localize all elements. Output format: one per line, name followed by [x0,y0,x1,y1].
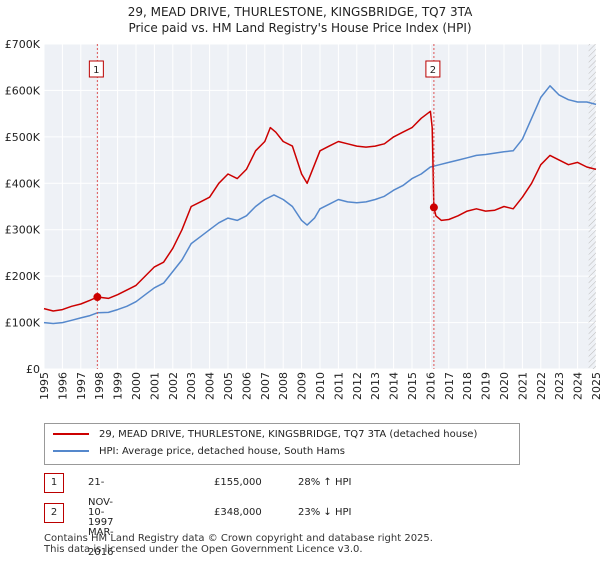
x-axis-labels: 1995 1996 1997 1998 1999 2000 2001 2002 2003 2004… [38,372,600,400]
sale-price-2: £348,000 [214,507,262,518]
footer: Contains HM Land Registry data © Crown c… [44,533,433,555]
x-tick-label: 2006 [240,372,253,400]
projection-hatch [588,44,596,369]
y-tick-label: £400K [5,177,41,190]
x-tick-label: 2011 [332,372,345,400]
x-tick-label: 2002 [167,372,180,400]
y-tick-label: £700K [5,38,41,51]
sale-hpi-1: 28% ↑ HPI [298,477,352,488]
x-tick-label: 2024 [572,372,585,400]
x-tick-label: 2017 [443,372,456,400]
x-tick-label: 2018 [461,372,474,400]
x-tick-label: 2021 [516,372,529,400]
x-tick-label: 2001 [148,372,161,400]
x-tick-label: 2022 [535,372,548,400]
legend-swatch-hpi [53,450,89,452]
x-tick-label: 2016 [424,372,437,400]
series-lines [43,85,597,325]
x-tick-label: 2005 [222,372,235,400]
hatch-rect [588,44,596,369]
y-tick-label: £600K [5,84,41,97]
chart: £0 £100K £200K £300K £400K £500K £600K £700K 19… [5,38,600,400]
legend-label-hpi: HPI: Average price, detached house, Sout… [99,446,345,457]
x-tick-label: 2010 [314,372,327,400]
sale-badge-1: 1 [44,473,64,493]
legend-item-hpi: HPI: Average price, detached house, Sout… [53,444,345,460]
series-line-property [43,110,597,312]
chart-title-line-2: Price paid vs. HM Land Registry's House … [128,21,472,35]
sale-box [88,60,104,78]
sale-point [93,293,102,302]
y-tick-label: £500K [5,131,41,144]
sale-box-label: 2 [430,65,436,76]
x-tick-label: 2003 [185,372,198,400]
legend-item-property: 29, MEAD DRIVE, THURLESTONE, KINGSBRIDGE… [53,427,477,443]
x-tick-label: 1997 [75,372,88,400]
legend-swatch-property [53,433,89,435]
x-tick-label: 2013 [369,372,382,400]
x-tick-label: 2004 [204,372,217,400]
y-tick-label: £200K [5,270,41,283]
x-tick-label: 2014 [388,372,401,400]
legend: 29, MEAD DRIVE, THURLESTONE, KINGSBRIDGE… [44,423,520,465]
x-tick-label: 1998 [93,372,106,400]
sale-date-1: 21-NOV-1997 [88,477,114,528]
sale-date-2: 10-MAR-2016 [88,507,114,558]
y-tick-label: £100K [5,317,41,330]
sale-hpi-2: 23% ↓ HPI [298,507,352,518]
sale-price-1: £155,000 [214,477,262,488]
sale-box [425,60,441,78]
y-tick-label: £300K [5,224,41,237]
x-tick-label: 2009 [296,372,309,400]
x-tick-label: 2000 [130,372,143,400]
y-axis-labels: £0 £100K £200K £300K £400K £500K £600K £700K [5,38,41,376]
series-line-hpi [43,85,597,325]
legend-label-property: 29, MEAD DRIVE, THURLESTONE, KINGSBRIDGE… [99,429,478,440]
x-tick-label: 1996 [56,372,69,400]
footer-line-2: This data is licensed under the Open Gov… [44,544,363,555]
x-tick-label: 2012 [351,372,364,400]
chart-title-line-1: 29, MEAD DRIVE, THURLESTONE, KINGSBRIDGE… [127,5,473,19]
sale-badge-2: 2 [44,503,64,523]
x-tick-label: 2015 [406,372,419,400]
x-tick-label: 2020 [498,372,511,400]
x-tick-label: 2023 [553,372,566,400]
x-tick-label: 1995 [38,372,51,400]
x-tick-label: 2008 [277,372,290,400]
sale-box-label: 1 [93,65,99,76]
x-tick-label: 1999 [112,372,125,400]
x-tick-label: 2007 [259,372,272,400]
footer-line-1: Contains HM Land Registry data © Crown c… [44,533,433,544]
x-tick-label: 2019 [480,372,493,400]
x-tick-label: 2025 [590,372,600,400]
sale-point [429,203,438,212]
y-tick-label: £0 [26,363,40,376]
